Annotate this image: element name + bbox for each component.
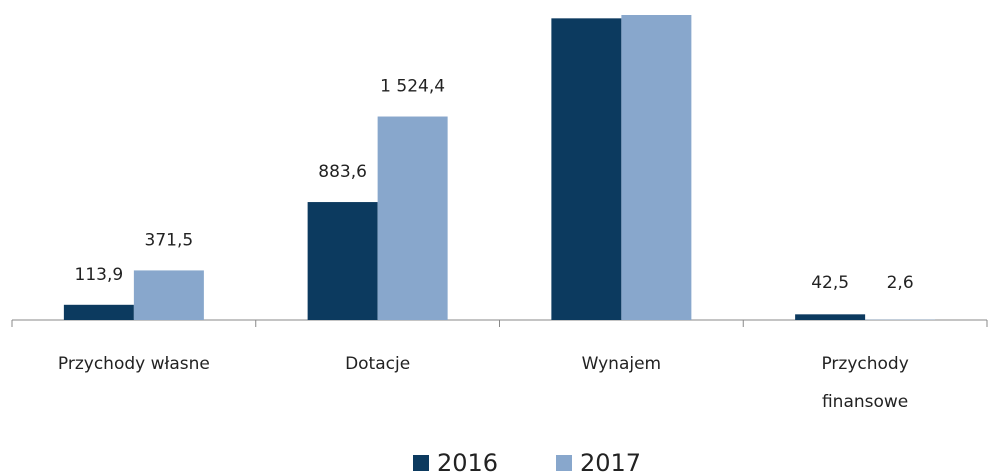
bar (307, 202, 378, 320)
x-tick-label: Wynajem (581, 354, 662, 374)
bar (63, 304, 134, 320)
x-tick-label: Dotacje (345, 354, 411, 374)
legend-label: 2017 (580, 449, 641, 475)
bar (377, 116, 448, 320)
value-label: 2,6 (887, 273, 914, 293)
value-label: 1 524,4 (380, 77, 445, 97)
x-tick-label: Przychody własne (57, 354, 210, 374)
bar (795, 314, 866, 320)
legend-swatch (413, 455, 429, 471)
value-label: 113,9 (75, 265, 124, 285)
bar (621, 15, 692, 320)
bar (551, 18, 622, 321)
legend-swatch (556, 455, 572, 471)
value-label: 883,6 (318, 162, 367, 182)
value-label: 371,5 (145, 230, 194, 250)
bar (133, 270, 204, 320)
x-tick-label: Przychody finansowe (821, 354, 909, 412)
value-label: 42,5 (811, 273, 849, 293)
legend-label: 2016 (437, 449, 498, 475)
